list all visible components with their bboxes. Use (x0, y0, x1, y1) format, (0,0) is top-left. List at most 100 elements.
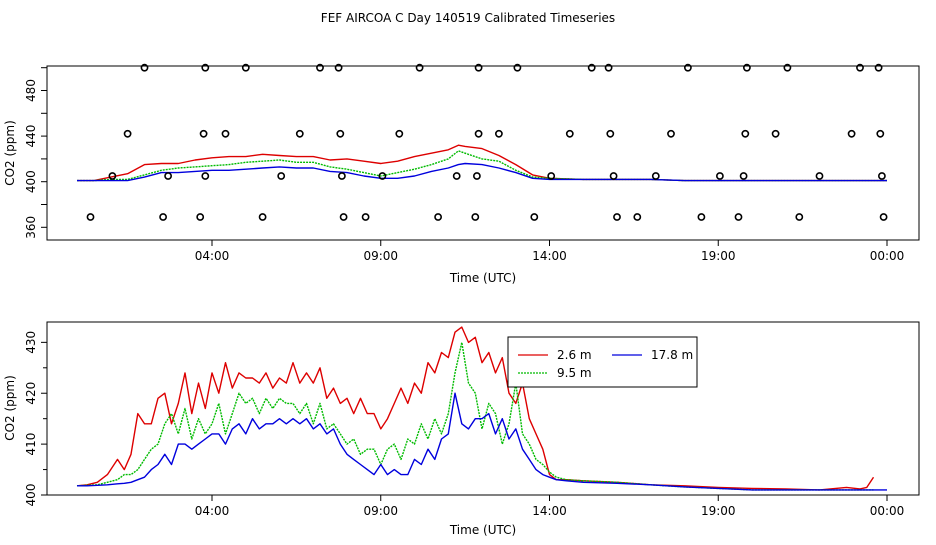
top-y-axis-label: CO2 (ppm) (3, 120, 17, 186)
top-y-tick-label: 360 (24, 216, 38, 239)
bottom-x-axis-label: Time (UTC) (449, 523, 516, 537)
scatter-point (513, 63, 522, 72)
scatter-point (86, 213, 95, 221)
bottom-x-tick-label: 04:00 (195, 504, 230, 518)
scatter-point (876, 129, 885, 138)
scatter-point (739, 172, 748, 180)
scatter-point (471, 213, 480, 221)
scatter-point (856, 63, 864, 72)
bottom-x-tick-label: 09:00 (363, 504, 398, 518)
bottom-y-tick-label: 420 (24, 382, 38, 405)
bottom-series-line-red (76, 326, 875, 491)
top-x-tick-label: 04:00 (195, 249, 230, 263)
scatter-point (123, 129, 132, 138)
scatter-point (295, 129, 304, 138)
scatter-point (604, 63, 613, 72)
scatter-point (651, 172, 660, 180)
top-x-axis: 04:00 09:00 14:00 19:00 00:00 (195, 240, 905, 263)
legend-box (507, 336, 698, 388)
scatter-point (633, 213, 642, 221)
scatter-point (547, 172, 556, 180)
scatter-point (795, 213, 804, 221)
bottom-y-tick-label: 430 (24, 331, 38, 354)
scatter-point (159, 213, 167, 221)
top-y-tick-label: 480 (24, 79, 38, 102)
scatter-point (847, 129, 856, 138)
bottom-series-line-green (76, 341, 874, 491)
scatter-point (587, 63, 596, 72)
scatter-point (196, 213, 205, 221)
top-y-axis: 360 400 440 480 (24, 67, 47, 239)
top-x-tick-label: 00:00 (870, 249, 905, 263)
bottom-x-tick-label: 14:00 (532, 504, 567, 518)
scatter-point (277, 172, 286, 180)
scatter-point (201, 172, 210, 180)
scatter-point (452, 172, 461, 180)
bottom-x-tick-label: 19:00 (701, 504, 736, 518)
top-series-line-blue (77, 162, 887, 182)
scatter-point (684, 63, 692, 72)
scatter-point (474, 63, 483, 72)
scatter-point (221, 129, 230, 138)
scatter-point (609, 172, 618, 180)
top-x-tick-label: 09:00 (363, 249, 398, 263)
top-series-line-red (77, 144, 887, 182)
scatter-point (667, 129, 675, 138)
bottom-y-tick-label: 400 (24, 484, 38, 507)
top-y-tick-label: 400 (24, 170, 38, 193)
scatter-point (415, 63, 424, 72)
scatter-point (258, 213, 267, 221)
bottom-y-axis: 400 410 420 430 (24, 331, 47, 507)
legend: 2.6 m 9.5 m 17.8 m (507, 336, 698, 388)
scatter-point (337, 172, 346, 180)
scatter-point (241, 63, 250, 72)
top-points-group (86, 63, 888, 221)
figure-title: FEF AIRCOA C Day 140519 Calibrated Times… (321, 11, 615, 25)
bottom-y-tick-label: 410 (24, 433, 38, 456)
scatter-point (336, 129, 345, 138)
top-plot-frame (46, 65, 920, 241)
top-x-axis-label: Time (UTC) (449, 271, 516, 285)
scatter-point (606, 129, 615, 138)
top-y-tick-label: 440 (24, 125, 38, 148)
scatter-point (108, 172, 117, 180)
bottom-series-group (76, 326, 887, 491)
top-series-line-green (77, 150, 887, 182)
scatter-point (815, 172, 824, 180)
scatter-point (361, 213, 370, 221)
scatter-point (474, 129, 483, 138)
legend-label-2.6m: 2.6 m (557, 348, 592, 362)
top-x-tick-label: 14:00 (532, 249, 567, 263)
scatter-point (697, 213, 706, 221)
scatter-point (378, 172, 387, 180)
scatter-point (783, 63, 792, 72)
top-series-group (77, 144, 887, 182)
scatter-point (741, 129, 750, 138)
scatter-point (743, 63, 751, 72)
scatter-point (879, 213, 888, 221)
scatter-point (716, 172, 724, 180)
scatter-point (771, 129, 780, 138)
scatter-point (316, 63, 324, 72)
scatter-point (874, 63, 883, 72)
scatter-point (395, 129, 404, 138)
legend-label-17.8m: 17.8 m (651, 348, 693, 362)
scatter-point (334, 63, 343, 72)
bottom-y-axis-label: CO2 (ppm) (3, 375, 17, 441)
bottom-plot-frame (46, 321, 920, 496)
top-x-tick-label: 19:00 (701, 249, 736, 263)
scatter-point (565, 129, 574, 138)
bottom-series-line-blue (77, 392, 887, 491)
scatter-point (494, 129, 503, 138)
legend-label-9.5m: 9.5 m (557, 366, 592, 380)
scatter-point (199, 129, 208, 138)
scatter-point (472, 172, 481, 180)
scatter-point (339, 213, 348, 221)
scatter-point (878, 172, 886, 180)
scatter-point (164, 172, 172, 180)
scatter-point (613, 213, 621, 221)
scatter-point (140, 63, 149, 72)
scatter-point (201, 63, 210, 72)
